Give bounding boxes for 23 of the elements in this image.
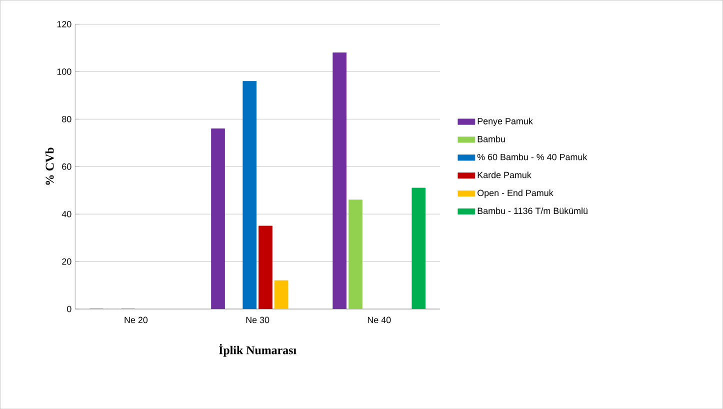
legend-label: Open - End Pamuk (478, 189, 554, 198)
legend-label: % 60 Bambu - % 40 Pamuk (477, 154, 588, 160)
bar (274, 280, 288, 309)
bar (348, 200, 362, 309)
bar (332, 52, 347, 309)
y-tick-label: 60 (62, 163, 72, 170)
x-tick-label: Ne 40 (368, 316, 391, 324)
y-tick-label: 20 (62, 258, 72, 265)
bar (242, 80, 257, 309)
legend-label: Bambu (478, 136, 505, 142)
legend-label: Penye Pamuk (478, 118, 533, 126)
x-tick-label: Ne 30 (246, 316, 270, 324)
legend-label: Karde Pamuk (478, 172, 532, 178)
x-tick-label: Ne 20 (124, 316, 148, 324)
y-tick-label: 40 (62, 210, 72, 218)
legend-label: Bambu - 1136 T/m Bükümlü (478, 207, 588, 214)
x-axis-title: İplik Numarası (218, 344, 296, 357)
y-tick-label: 120 (57, 20, 72, 28)
bar (211, 128, 225, 309)
y-tick-label: 80 (62, 116, 72, 122)
y-axis-title: % CVb (45, 148, 54, 185)
y-tick-label: 100 (57, 68, 72, 75)
y-tick-label: 0 (67, 306, 72, 312)
